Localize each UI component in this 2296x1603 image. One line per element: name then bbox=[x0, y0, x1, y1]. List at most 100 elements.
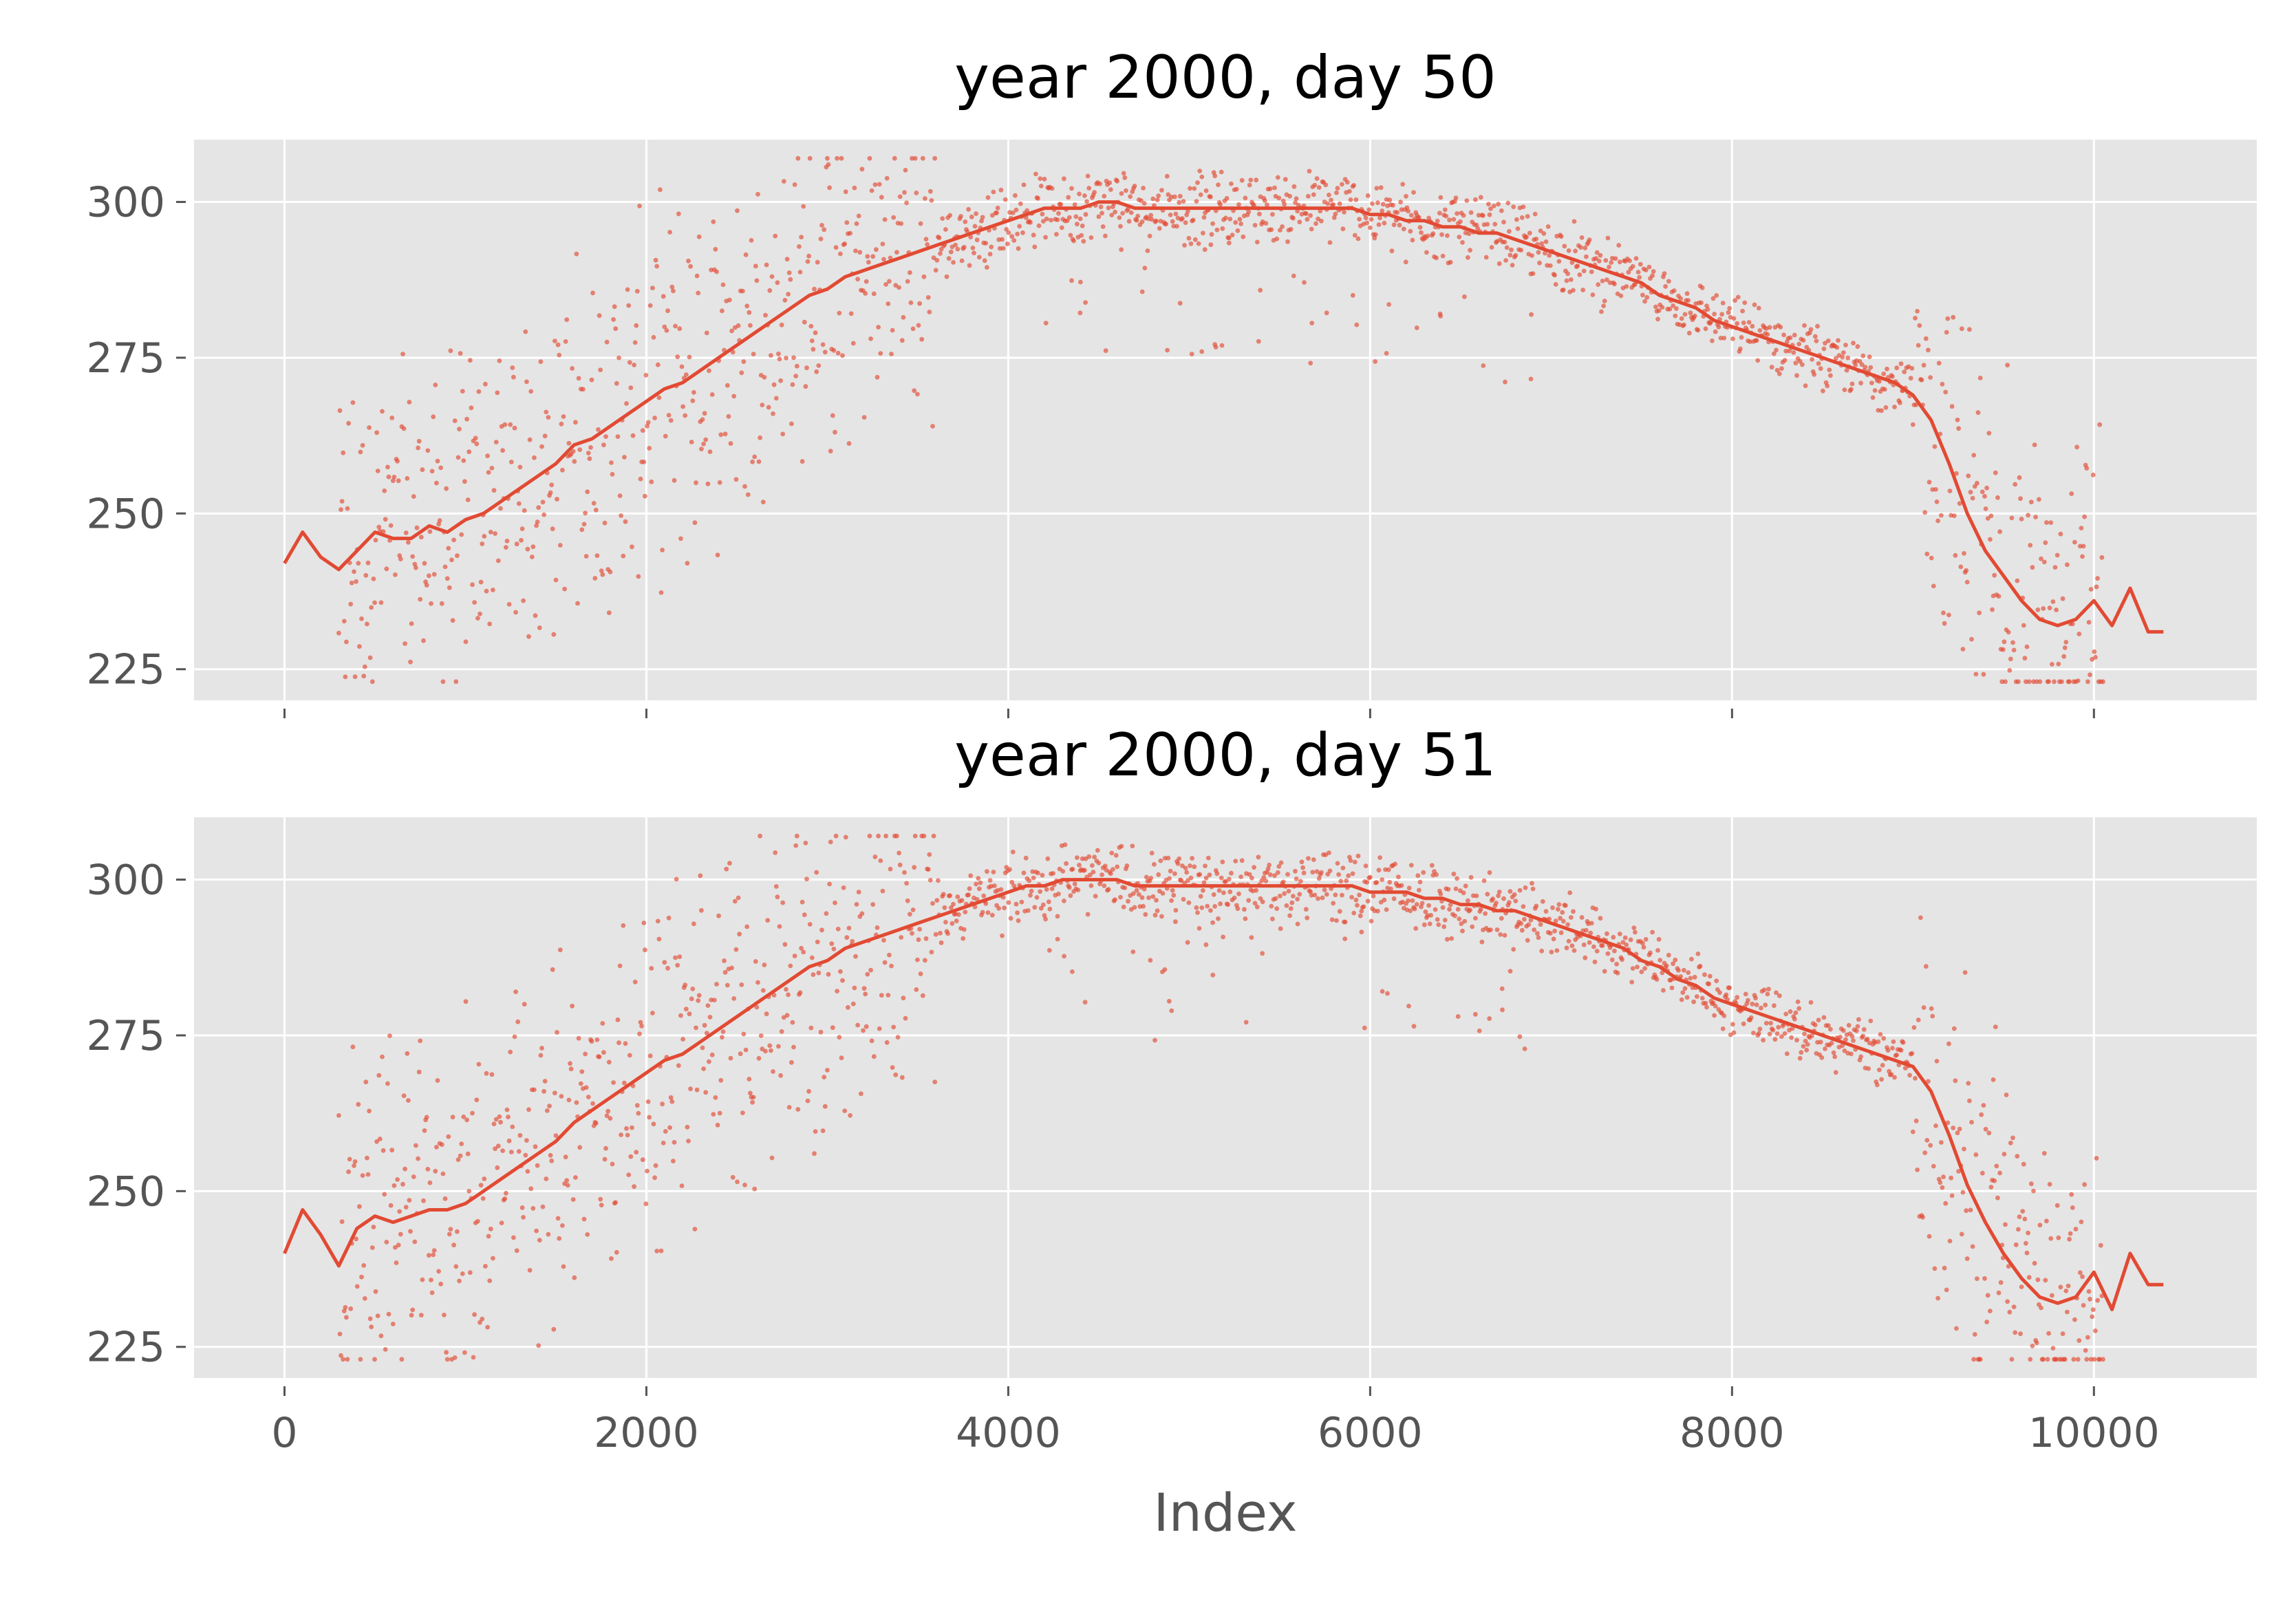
scatter-point bbox=[894, 250, 899, 255]
scatter-point bbox=[2013, 1330, 2018, 1335]
scatter-point bbox=[1119, 191, 1124, 196]
scatter-point bbox=[784, 356, 788, 361]
scatter-point bbox=[1880, 1063, 1885, 1068]
scatter-point bbox=[1162, 967, 1168, 972]
scatter-point bbox=[1466, 231, 1472, 237]
scatter-point bbox=[1730, 1022, 1735, 1027]
scatter-point bbox=[1337, 201, 1342, 206]
scatter-point bbox=[1093, 894, 1098, 899]
scatter-point bbox=[1828, 1026, 1833, 1032]
scatter-point bbox=[1843, 1037, 1848, 1042]
scatter-point bbox=[1361, 904, 1366, 910]
scatter-point bbox=[521, 1215, 526, 1220]
scatter-point bbox=[1892, 405, 1897, 409]
scatter-point bbox=[956, 912, 961, 917]
scatter-point bbox=[352, 1159, 358, 1164]
scatter-point bbox=[1049, 217, 1053, 223]
scatter-point bbox=[1355, 903, 1360, 908]
scatter-point bbox=[1201, 215, 1207, 220]
scatter-point bbox=[1582, 955, 1588, 960]
scatter-point bbox=[1380, 989, 1385, 994]
scatter-point bbox=[1525, 214, 1530, 219]
scatter-point bbox=[457, 427, 462, 431]
scatter-point bbox=[985, 869, 989, 874]
scatter-point bbox=[1575, 263, 1580, 268]
scatter-point bbox=[1742, 300, 1748, 305]
scatter-point bbox=[696, 998, 701, 1003]
scatter-point bbox=[375, 469, 380, 473]
scatter-point bbox=[929, 198, 934, 203]
scatter-point bbox=[722, 969, 728, 975]
scatter-point bbox=[1417, 225, 1423, 230]
scatter-point bbox=[1280, 224, 1285, 229]
scatter-point bbox=[1524, 234, 1530, 239]
scatter-point bbox=[552, 338, 557, 343]
scatter-point bbox=[1188, 241, 1194, 246]
scatter-point bbox=[382, 488, 387, 493]
scatter-point bbox=[581, 521, 587, 527]
scatter-point bbox=[1746, 320, 1752, 325]
scatter-point bbox=[875, 925, 880, 930]
scatter-point bbox=[1727, 985, 1732, 991]
scatter-point bbox=[491, 1256, 495, 1261]
scatter-point bbox=[753, 959, 758, 964]
scatter-point bbox=[893, 283, 899, 288]
scatter-point bbox=[1468, 907, 1473, 912]
scatter-point bbox=[1010, 210, 1016, 215]
scatter-point bbox=[736, 895, 741, 901]
scatter-point bbox=[341, 618, 347, 624]
scatter-point bbox=[1274, 236, 1280, 241]
scatter-point bbox=[450, 1115, 455, 1120]
scatter-point bbox=[2067, 679, 2072, 685]
scatter-point bbox=[1793, 361, 1799, 366]
scatter-point bbox=[699, 907, 704, 913]
scatter-point bbox=[790, 1020, 795, 1025]
scatter-point bbox=[1348, 197, 1353, 202]
scatter-point bbox=[1184, 870, 1190, 875]
scatter-point bbox=[576, 376, 581, 381]
scatter-point bbox=[407, 400, 412, 405]
scatter-point bbox=[480, 541, 485, 546]
scatter-point bbox=[1539, 241, 1545, 246]
scatter-point bbox=[707, 1059, 711, 1064]
scatter-point bbox=[1860, 1033, 1866, 1039]
scatter-point bbox=[879, 993, 884, 998]
scatter-point bbox=[974, 237, 980, 243]
scatter-point bbox=[1792, 1016, 1797, 1022]
scatter-point bbox=[1949, 1175, 1954, 1181]
scatter-point bbox=[1368, 225, 1373, 230]
scatter-point bbox=[1890, 1046, 1895, 1051]
scatter-point bbox=[880, 241, 886, 246]
scatter-point bbox=[1295, 208, 1300, 214]
scatter-point bbox=[1486, 202, 1491, 206]
scatter-point bbox=[482, 534, 487, 539]
scatter-point bbox=[561, 414, 566, 419]
scatter-point bbox=[1019, 899, 1024, 905]
scatter-point bbox=[1352, 859, 1358, 865]
scatter-point bbox=[1688, 310, 1693, 316]
scatter-point bbox=[1815, 323, 1820, 329]
scatter-point bbox=[650, 286, 655, 290]
x-tick-label: 8000 bbox=[1680, 1409, 1785, 1457]
scatter-point bbox=[1236, 202, 1241, 207]
scatter-point bbox=[610, 472, 615, 477]
scatter-point bbox=[504, 539, 510, 544]
scatter-point bbox=[1072, 881, 1077, 887]
scatter-point bbox=[418, 535, 424, 540]
scatter-point bbox=[425, 1167, 431, 1172]
scatter-point bbox=[406, 1098, 411, 1103]
scatter-point bbox=[474, 1097, 480, 1103]
scatter-point bbox=[464, 1117, 469, 1123]
scatter-point bbox=[1969, 636, 1974, 642]
scatter-point bbox=[643, 493, 647, 499]
scatter-point bbox=[2048, 520, 2054, 525]
scatter-point bbox=[966, 892, 971, 898]
scatter-point bbox=[826, 971, 831, 977]
scatter-point bbox=[1935, 1295, 1941, 1301]
series-line bbox=[283, 200, 2164, 634]
scatter-point bbox=[742, 1183, 747, 1187]
scatter-point bbox=[1721, 336, 1727, 341]
scatter-point bbox=[1933, 487, 1938, 492]
scatter-point bbox=[1073, 214, 1079, 219]
scatter-point bbox=[1960, 1190, 1966, 1195]
